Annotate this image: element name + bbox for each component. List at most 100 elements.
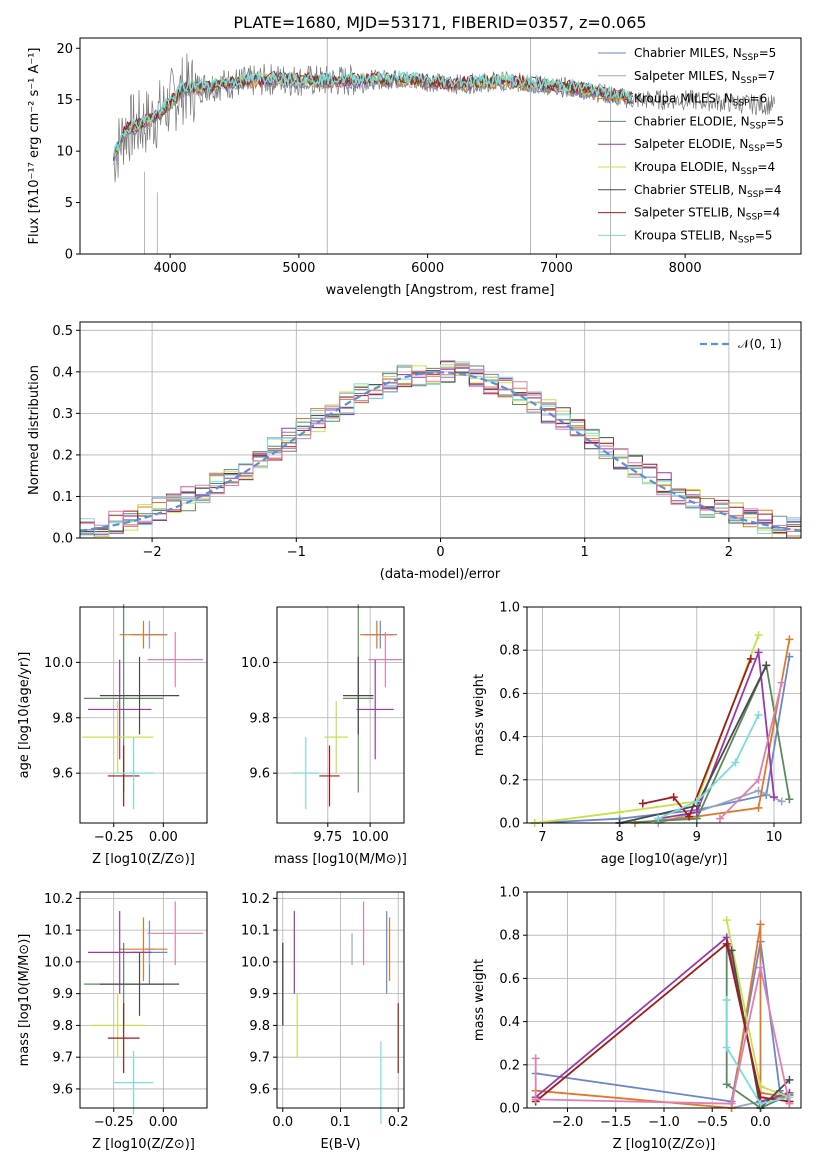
weight-age-series-line — [619, 662, 791, 824]
weight-z-series-line — [725, 1000, 790, 1105]
weight-age-series-point — [692, 797, 701, 806]
mass-z-ytick-label: 9.6 — [52, 1082, 73, 1097]
spectrum-legend-label: Kroupa ELODIE, NSSP=4 — [634, 160, 775, 177]
spectrum-ytick-label: 0 — [65, 248, 73, 263]
weight-z-ytick-label: 0.6 — [499, 972, 520, 987]
histogram-xtick-label: 0 — [436, 545, 444, 560]
weight-z-series-point — [531, 1054, 540, 1063]
weight-age-series-point — [654, 814, 663, 823]
spectrum-model-line — [113, 70, 634, 157]
histogram-ytick-label: 0.4 — [52, 365, 73, 380]
histogram-xtick-label: 2 — [725, 545, 733, 560]
weight-age-xtick-label: 9 — [693, 830, 701, 845]
weight-age-series-point — [731, 758, 740, 767]
spectrum-model-line — [112, 69, 633, 158]
mass-z-ytick-label: 10.1 — [44, 924, 73, 939]
weight-age-ylabel: mass weight — [472, 674, 487, 756]
mass-ebv-ytick-label: 9.7 — [249, 1051, 270, 1066]
weight-age-series-point — [746, 654, 755, 663]
weight-z-frame — [526, 891, 802, 1109]
weight-z-ytick-label: 0.0 — [499, 1102, 520, 1117]
mass-ebv-ytick-label: 10.0 — [241, 955, 270, 970]
histogram-xtick-label: −1 — [287, 545, 306, 560]
weight-z-series-line — [725, 919, 790, 1099]
weight-age-series-point — [754, 775, 763, 784]
weight-z-ylabel: mass weight — [472, 959, 487, 1041]
weight-age-series-point — [754, 803, 763, 812]
weight-age-series-point — [754, 631, 763, 640]
mass-z-frame — [79, 891, 208, 1109]
weight-age-series-point — [754, 711, 763, 719]
weight-age-ytick-label: 0.2 — [499, 773, 520, 788]
weight-age-series-point — [769, 793, 778, 802]
weight-z-series-point — [727, 1099, 736, 1108]
age-z-ytick-label: 9.8 — [52, 711, 73, 726]
weight-age-series-line — [658, 652, 775, 820]
mass-z-ytick-label: 10.0 — [44, 955, 73, 970]
mass-z-ytick-label: 10.2 — [44, 892, 73, 907]
weight-age-series-point — [785, 635, 794, 644]
histogram-xtick-label: −2 — [143, 545, 162, 560]
mass-z-xtick-label: 0.00 — [149, 1115, 178, 1130]
weight-age-xlabel: age [log10(age/yr)] — [601, 852, 728, 867]
weight-z-ytick-label: 0.8 — [499, 929, 520, 944]
mass-z-ytick-label: 9.8 — [52, 1019, 73, 1034]
mass-ebv-ytick-label: 10.1 — [241, 924, 270, 939]
age-z-frame — [79, 606, 208, 824]
spectrum-legend-label: Chabrier ELODIE, NSSP=5 — [634, 114, 784, 131]
spectrum-ytick-label: 20 — [56, 42, 73, 57]
residual-histogram-panel: −2 −1 0 1 2 0.0 0.1 0.2 0.3 0.4 0.5 (data-model)/er… — [27, 321, 802, 582]
normal-legend-label: 𝒩(0, 1) — [738, 337, 782, 351]
mass-ebv-ytick-label: 10.2 — [241, 892, 270, 907]
weight-age-series-line — [657, 789, 783, 824]
weight-age-series-line — [534, 656, 791, 824]
spectrum-data-line — [113, 53, 776, 183]
mass-weight-vs-age-panel: 7 8 9 10 0.0 0.2 0.4 0.6 0.8 1.0 age [log10(age/yr… — [472, 601, 802, 867]
weight-z-series-point — [722, 1080, 731, 1089]
weight-z-series-point — [785, 1075, 794, 1084]
weight-z-series-line — [535, 935, 790, 1103]
weight-age-ytick-label: 0.4 — [499, 730, 520, 745]
weight-age-ytick-label: 1.0 — [499, 601, 520, 616]
weight-z-series-point — [756, 920, 765, 929]
mass-z-ylabel: mass [log10(M/M⊙)] — [17, 934, 32, 1067]
weight-z-series-point — [756, 1099, 765, 1108]
weight-z-series-point — [722, 916, 731, 925]
histogram-ytick-label: 0.1 — [52, 490, 73, 505]
weight-z-xtick-label: −1.5 — [600, 1115, 632, 1130]
mass-ebv-xtick-label: 0.1 — [330, 1115, 351, 1130]
weight-age-series-point — [785, 795, 794, 804]
age-mass-xtick-label: 9.75 — [313, 830, 342, 845]
spectrum-legend-label: Salpeter ELODIE, NSSP=5 — [634, 137, 783, 154]
weight-age-frame — [526, 606, 802, 824]
weight-z-xtick-label: 0.0 — [750, 1115, 771, 1130]
mass-z-xlabel: Z [log10(Z/Z⊙)] — [92, 1137, 195, 1152]
mass-ebv-ytick-label: 9.8 — [249, 1019, 270, 1034]
mass-ebv-xtick-label: 0.0 — [272, 1115, 293, 1130]
mass-ebv-xtick-label: 0.2 — [388, 1115, 409, 1130]
spectrum-xlabel: wavelength [Angstrom, rest frame] — [326, 283, 555, 298]
mass-ebv-ytick-label: 9.6 — [249, 1082, 270, 1097]
mass-ebv-ytick-label: 9.9 — [249, 987, 270, 1002]
histogram-series — [80, 360, 801, 535]
weight-age-ytick-label: 0.8 — [499, 644, 520, 659]
weight-age-series-line — [534, 634, 760, 824]
weight-z-xtick-label: −2.0 — [552, 1115, 584, 1130]
spectrum-xtick-label: 8000 — [669, 261, 702, 276]
histogram-ylabel: Normed distribution — [27, 365, 42, 495]
weight-age-ytick-label: 0.6 — [499, 687, 520, 702]
age-mass-ytick-label: 9.6 — [249, 767, 270, 782]
spectrum-ytick-label: 5 — [65, 196, 73, 211]
spectrum-legend-label: Salpeter MILES, NSSP=7 — [634, 69, 775, 86]
weight-z-series-point — [756, 963, 765, 972]
weight-z-series-point — [531, 1095, 540, 1104]
weight-z-series-point — [722, 1043, 731, 1052]
weight-age-series-line — [657, 714, 760, 820]
figure-title: PLATE=1680, MJD=53171, FIBERID=0357, z=0… — [233, 13, 646, 32]
mass-z-xtick-label: −0.25 — [94, 1115, 134, 1130]
histogram-xtick-label: 1 — [581, 545, 589, 560]
mass-z-ytick-label: 9.7 — [52, 1051, 73, 1066]
weight-age-series-point — [669, 793, 678, 802]
age-mass-ytick-label: 9.8 — [249, 711, 270, 726]
mass-ebv-frame — [276, 891, 405, 1109]
